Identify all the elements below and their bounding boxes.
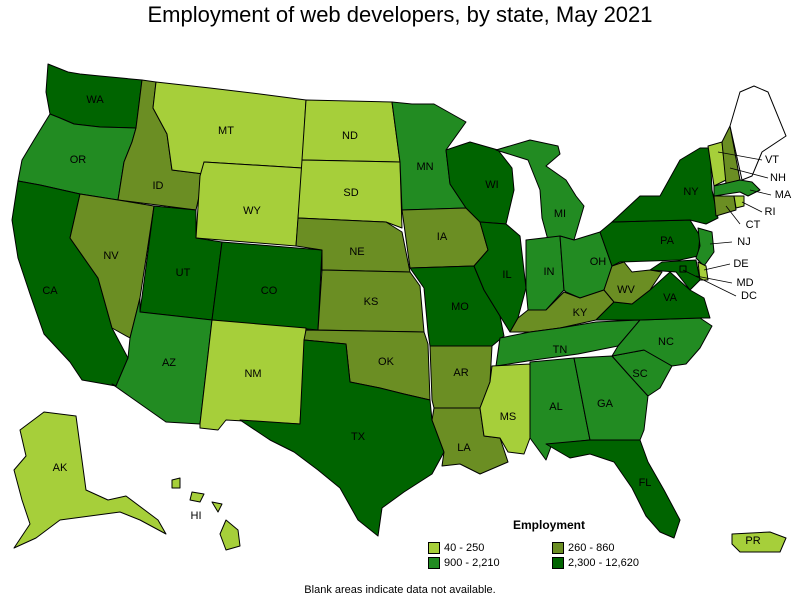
state-label: GA <box>597 398 614 410</box>
legend-label: 40 - 250 <box>444 542 485 554</box>
state-ct <box>713 195 737 217</box>
legend-label: 900 - 2,210 <box>444 557 500 569</box>
legend-item: 40 - 250 <box>428 542 552 554</box>
state-label: NM <box>244 368 261 380</box>
state-label: AZ <box>162 357 176 369</box>
state-label: VA <box>663 292 678 304</box>
state-label: CA <box>42 285 58 297</box>
legend-label: 2,300 - 12,620 <box>568 557 639 569</box>
state-label: NE <box>349 246 364 258</box>
state-label: KS <box>364 296 379 308</box>
state-label: ND <box>342 130 358 142</box>
state-label: SC <box>632 368 647 380</box>
state-label: FL <box>639 477 652 489</box>
state-tx <box>239 339 445 537</box>
state-wy <box>195 161 303 247</box>
state-label: WY <box>243 205 261 217</box>
state-label: TN <box>553 344 568 356</box>
state-label: CT <box>746 219 761 231</box>
legend-swatch <box>552 557 564 569</box>
state-label: VT <box>765 154 779 166</box>
state-label: MN <box>416 161 433 173</box>
state-label: PA <box>660 235 675 247</box>
legend-swatch <box>552 542 564 554</box>
state-ak <box>13 411 167 549</box>
state-dc <box>679 265 687 273</box>
state-label: IL <box>502 269 511 281</box>
state-de <box>697 261 709 281</box>
state-pa <box>599 219 701 267</box>
state-mi <box>495 139 585 241</box>
state-label: DE <box>733 258 748 270</box>
state-label: MO <box>451 301 469 313</box>
state-label: NH <box>770 172 786 184</box>
state-label: MS <box>500 411 517 423</box>
state-label: AR <box>453 367 468 379</box>
state-sd <box>297 159 403 229</box>
state-label: NC <box>658 336 674 348</box>
state-wi <box>445 141 515 225</box>
state-ny <box>611 147 719 225</box>
state-wv <box>603 261 663 305</box>
state-ri <box>733 195 745 209</box>
state-label: LA <box>457 442 471 454</box>
state-label: OK <box>378 356 395 368</box>
state-fl <box>545 439 681 539</box>
state-label: MD <box>736 277 753 289</box>
state-pr <box>731 531 787 553</box>
state-label: AL <box>549 401 562 413</box>
state-hi <box>171 477 241 551</box>
legend-item: 900 - 2,210 <box>428 557 552 569</box>
callout-leader-lines <box>682 151 772 297</box>
state-label: MA <box>775 189 792 201</box>
state-label: OR <box>70 154 87 166</box>
state-label: NJ <box>737 236 750 248</box>
state-label: DC <box>741 290 757 302</box>
state-label: IA <box>437 231 448 243</box>
state-label: HI <box>191 510 202 522</box>
state-ks <box>317 269 425 333</box>
state-label: OH <box>590 256 607 268</box>
map-title: Employment of web developers, by state, … <box>147 2 653 27</box>
legend-swatch <box>428 542 440 554</box>
state-label: PR <box>745 535 760 547</box>
state-label: NY <box>683 186 699 198</box>
legend-title: Employment <box>512 518 585 532</box>
legend: Employment 40 - 250 260 - 860 900 - 2,21… <box>428 518 678 569</box>
legend-swatch <box>428 557 440 569</box>
state-ma <box>713 179 761 197</box>
footnote: Blank areas indicate data not available. <box>304 584 496 596</box>
state-label: TX <box>351 431 366 443</box>
state-md <box>649 259 701 291</box>
state-label: KY <box>573 307 588 319</box>
state-label: CO <box>261 285 278 297</box>
state-label: AK <box>53 462 68 474</box>
legend-label: 260 - 860 <box>568 542 615 554</box>
state-label: RI <box>765 206 776 218</box>
state-label: WI <box>485 179 498 191</box>
state-label: SD <box>343 187 358 199</box>
state-label: NV <box>103 250 119 262</box>
state-label: UT <box>176 267 191 279</box>
state-label: MI <box>554 208 566 220</box>
state-label: MT <box>218 125 234 137</box>
state-label: IN <box>544 266 555 278</box>
state-label: ID <box>153 180 164 192</box>
legend-item: 260 - 860 <box>552 542 676 554</box>
legend-item: 2,300 - 12,620 <box>552 557 676 569</box>
state-label: WV <box>617 284 635 296</box>
state-label: WA <box>86 94 104 106</box>
